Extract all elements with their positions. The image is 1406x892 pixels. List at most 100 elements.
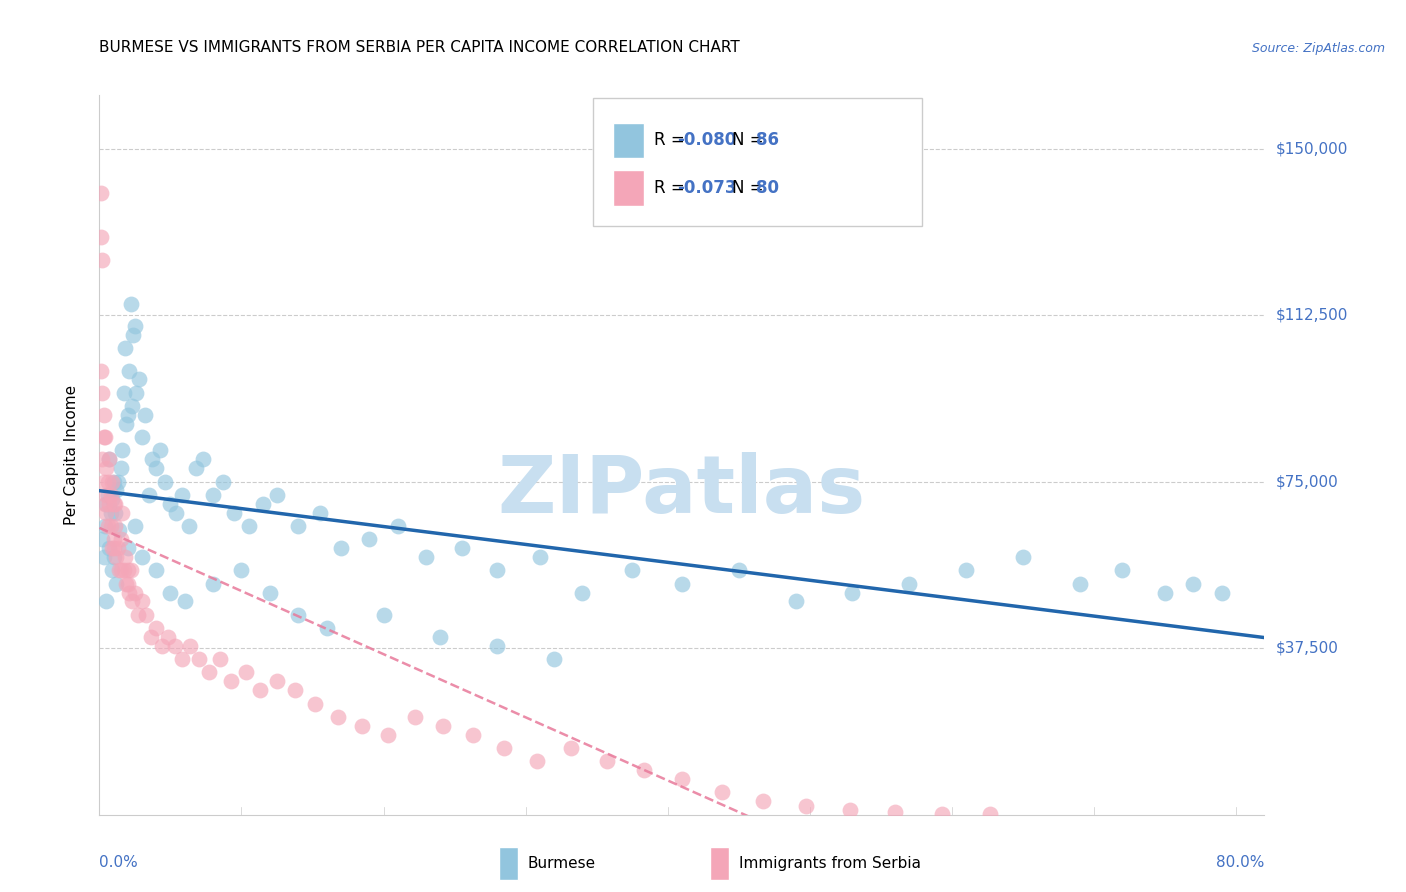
Point [97,519,120,533]
Point [266,674,288,689]
Point [461,728,484,742]
Text: Burmese: Burmese [527,856,596,871]
Point [794,798,817,813]
Point [114,549,136,564]
Point [105,549,128,564]
Point [529,549,551,564]
Point [94,430,117,444]
Text: 0.0%: 0.0% [100,855,138,870]
Point [432,719,454,733]
Point [141,452,163,467]
Point [209,652,232,666]
Point [671,576,693,591]
Point [104,497,127,511]
Point [352,719,374,733]
Point [571,585,593,599]
Point [98,452,121,467]
Point [110,461,132,475]
Point [543,652,565,666]
Point [118,585,141,599]
Point [710,785,733,799]
Text: N =: N = [733,131,769,150]
Point [98,452,121,467]
Point [191,452,214,467]
Text: Immigrants from Serbia: Immigrants from Serbia [738,856,921,871]
Point [221,674,243,689]
Point [121,399,143,413]
Point [105,483,128,498]
Point [304,697,326,711]
Point [156,630,179,644]
Point [159,585,181,599]
Point [101,475,124,489]
Point [135,607,157,622]
Point [104,519,127,533]
Point [101,492,124,507]
Point [727,563,749,577]
Point [315,621,337,635]
Point [212,475,235,489]
Point [131,594,153,608]
Point [100,488,122,502]
Point [93,430,115,444]
Text: R =: R = [654,131,690,150]
Point [621,563,644,577]
Point [122,328,145,343]
Text: 86: 86 [756,131,779,150]
Point [97,488,120,502]
Point [1154,585,1177,599]
Point [124,585,146,599]
Point [111,443,134,458]
Point [1012,549,1035,564]
Point [170,488,193,502]
Point [96,506,118,520]
Point [377,728,399,742]
Point [93,408,115,422]
Text: -0.073: -0.073 [678,179,737,197]
Point [103,497,125,511]
Point [100,519,122,533]
Point [120,297,142,311]
Point [110,533,132,547]
Point [96,594,118,608]
Point [841,585,863,599]
Point [231,563,253,577]
Point [115,417,138,431]
Point [187,652,209,666]
Point [526,754,548,768]
Point [124,319,146,334]
Point [103,549,125,564]
Point [90,230,112,244]
Point [359,533,381,547]
Point [249,683,271,698]
Point [93,475,115,489]
Point [163,639,186,653]
Text: ZIPatlas: ZIPatlas [498,452,866,530]
Point [138,488,160,502]
Point [884,805,907,820]
Text: 80: 80 [756,179,779,197]
Point [104,506,127,520]
Point [955,563,977,577]
Text: Source: ZipAtlas.com: Source: ZipAtlas.com [1251,42,1385,55]
Point [131,430,153,444]
Point [117,541,139,556]
Point [184,461,207,475]
Point [112,385,135,400]
Point [117,563,139,577]
Point [838,803,860,817]
Point [112,563,135,577]
Point [179,639,201,653]
Point [124,519,146,533]
Point [128,372,150,386]
Text: $37,500: $37,500 [1275,640,1339,656]
Y-axis label: Per Capita Income: Per Capita Income [63,384,79,525]
Point [90,363,112,377]
Point [785,594,807,608]
Point [111,506,134,520]
Point [94,497,117,511]
Point [329,541,352,556]
Point [103,475,125,489]
Point [153,475,176,489]
Point [149,443,172,458]
